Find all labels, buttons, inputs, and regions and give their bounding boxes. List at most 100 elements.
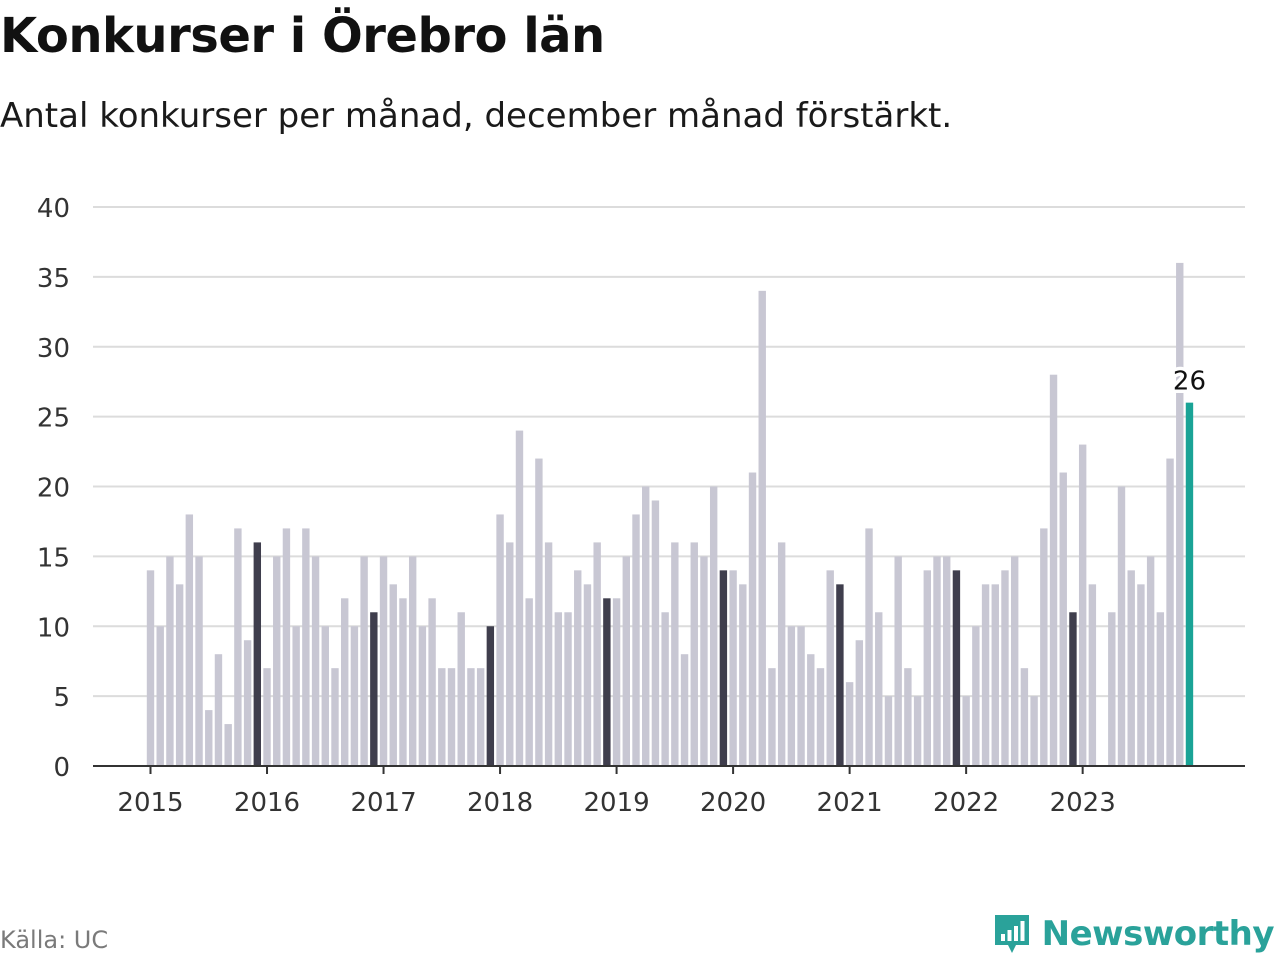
newsworthy-logo: Newsworthy	[992, 908, 1275, 960]
bar	[1010, 556, 1019, 767]
bar	[1088, 584, 1097, 766]
bar	[234, 528, 242, 766]
x-tick-label: 2017	[350, 788, 416, 818]
bar-december	[1069, 612, 1077, 766]
bar	[564, 612, 572, 766]
bar	[991, 584, 999, 766]
bar	[195, 556, 203, 767]
chart-title: Konkurser i Örebro län	[0, 8, 605, 64]
bar	[428, 598, 436, 766]
bar	[506, 542, 514, 766]
bar	[447, 668, 456, 766]
bar	[1040, 528, 1048, 766]
newsworthy-logo-icon	[994, 915, 1029, 953]
bar	[680, 654, 689, 766]
y-tick-label: 5	[53, 683, 70, 713]
bar	[962, 696, 970, 767]
bar	[544, 542, 553, 766]
bar	[943, 556, 951, 767]
y-tick-label: 20	[37, 474, 70, 504]
bar	[243, 640, 252, 766]
bar	[661, 612, 669, 766]
bar	[1078, 444, 1087, 766]
chart-subtitle: Antal konkurser per månad, december måna…	[0, 96, 953, 136]
bar	[651, 500, 660, 766]
bar	[360, 556, 368, 767]
bar	[175, 584, 184, 766]
bar	[1176, 262, 1184, 766]
bar	[700, 556, 708, 767]
bar	[816, 668, 825, 766]
bar	[748, 472, 757, 766]
y-tick-label: 25	[37, 404, 70, 434]
bar	[467, 668, 475, 766]
bar	[379, 556, 388, 767]
bar	[671, 542, 679, 766]
bar	[1059, 472, 1067, 766]
bar	[1146, 556, 1155, 767]
bar	[787, 626, 796, 766]
bar	[408, 556, 417, 767]
labels: 0 5 10 15 20 25 30 35 40 2015 2016 2017 2018 2019 2020…	[37, 194, 1210, 818]
bar	[758, 290, 766, 766]
bar	[535, 458, 543, 766]
bar	[1001, 570, 1009, 766]
bar	[273, 556, 281, 767]
bar	[166, 556, 174, 767]
bar	[855, 640, 864, 766]
bar	[1166, 458, 1174, 766]
bar	[739, 584, 747, 766]
x-tick-label: 2015	[117, 788, 183, 818]
bar	[515, 430, 524, 766]
bar	[729, 570, 737, 766]
bar	[1030, 696, 1038, 767]
y-tick-label: 10	[37, 613, 70, 643]
last-value-label: 26	[1173, 367, 1206, 397]
bar	[622, 556, 630, 767]
bar	[185, 514, 194, 766]
bar	[263, 668, 271, 766]
bar-december	[603, 598, 611, 766]
bar-december	[836, 584, 844, 766]
bar	[807, 654, 815, 766]
bar	[1020, 668, 1029, 766]
annotation-halo: 26	[1173, 367, 1206, 397]
bar	[632, 514, 640, 766]
bar	[146, 570, 155, 766]
x-tick-label: 2020	[700, 788, 766, 818]
y-tick-label: 15	[37, 543, 70, 573]
bar-december	[253, 542, 262, 766]
bar	[331, 668, 339, 766]
x-tick-label: 2022	[933, 788, 999, 818]
bar	[496, 514, 504, 766]
bar	[1127, 570, 1135, 766]
bar	[476, 668, 485, 766]
bar	[156, 626, 164, 766]
bar	[593, 542, 601, 766]
bar	[554, 612, 563, 766]
y-tick-label: 35	[37, 264, 70, 294]
bar	[302, 528, 310, 766]
bar	[913, 696, 922, 767]
x-tick-label: 2016	[234, 788, 300, 818]
bar-december	[952, 570, 961, 766]
bar	[690, 542, 698, 766]
bar	[205, 710, 213, 766]
bar	[457, 612, 465, 766]
bar	[1156, 612, 1165, 766]
bar	[777, 542, 786, 766]
bar	[418, 626, 427, 766]
x-tick-label: 2019	[583, 788, 649, 818]
bar	[1117, 486, 1126, 766]
bar	[845, 682, 854, 766]
bar-december	[719, 570, 728, 766]
bar	[1049, 374, 1058, 766]
bar	[1137, 584, 1145, 766]
bar	[282, 528, 291, 766]
x-tick-label: 2023	[1050, 788, 1116, 818]
bar-december	[486, 626, 495, 766]
bar	[321, 626, 329, 766]
bar	[389, 584, 397, 766]
bar	[933, 556, 941, 767]
bar	[709, 486, 718, 766]
